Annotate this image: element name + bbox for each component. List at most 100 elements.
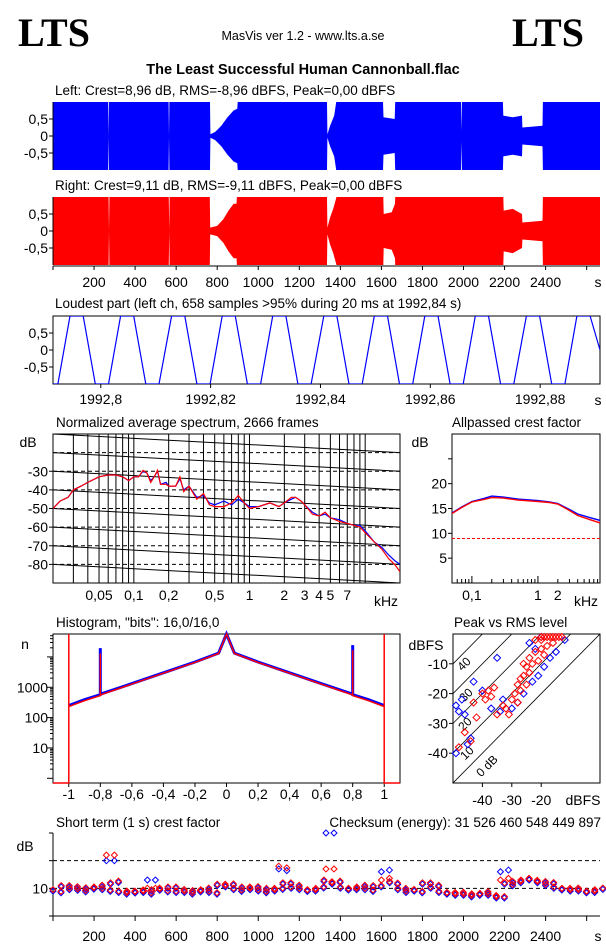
pvr-ylabel: dBFS <box>408 637 443 653</box>
pvr-left-point <box>545 653 555 663</box>
short-term-right-point <box>65 884 74 893</box>
short-term-right-point <box>73 885 82 893</box>
pvr-crest-line <box>453 634 513 694</box>
short-term-right-point <box>65 881 73 890</box>
short-term-right-point <box>57 887 65 896</box>
spectrum-xtick-label: 4 <box>315 587 323 603</box>
loudest-xtick-label: 1992,84 <box>295 391 346 407</box>
pvr-right-point <box>460 728 469 737</box>
pvr-left-point <box>457 695 467 704</box>
short-term-left-point <box>151 876 160 884</box>
short-term-right-point <box>147 889 156 897</box>
short-term-right-point <box>131 887 139 896</box>
pvr-ytick-label: -10 <box>428 656 448 672</box>
histogram-ylabel: n <box>21 636 29 652</box>
pvr-right-point <box>513 698 522 707</box>
short-term-right-point <box>550 883 558 891</box>
histogram-xtick-label: 0,8 <box>343 786 363 802</box>
short-term-right-point <box>180 885 188 894</box>
short-term-right-point <box>484 887 492 896</box>
short-term-right-point <box>283 864 291 872</box>
right-waveform-xtick-label: 1400 <box>325 274 356 290</box>
allpassed-frame <box>451 433 601 584</box>
short-term-right-point <box>114 877 123 885</box>
short-term-right-point <box>328 879 336 887</box>
short-term-right-point <box>49 886 57 894</box>
short-term-right-point <box>558 884 566 893</box>
short-term-right-point <box>361 884 369 893</box>
pvr-right-point <box>498 701 508 710</box>
pvr-xtick-label: -40 <box>472 792 492 808</box>
pvr-left-point <box>507 704 517 713</box>
spectrum-slope-line <box>53 545 400 565</box>
short-term-right-point <box>110 851 119 859</box>
allpassed-ytick-label: 15 <box>431 501 447 517</box>
short-term-right-point <box>270 886 279 894</box>
right-waveform-xtick-label: 1200 <box>284 274 315 290</box>
pvr-right-point <box>466 737 475 746</box>
short-term-right-point <box>197 886 205 894</box>
short-term-right-point <box>164 883 172 891</box>
histogram-xtick-label: 1 <box>380 786 388 802</box>
right-waveform-xtick-label: 600 <box>164 274 188 290</box>
short-term-right-point <box>377 881 385 890</box>
short-term-right-point <box>443 888 451 897</box>
app-version-text: MasVis ver 1.2 - www.lts.a.se <box>221 29 384 43</box>
short-term-right-point <box>541 880 550 888</box>
short-term-right-point <box>492 892 501 901</box>
short-term-xtick-label: 1600 <box>366 928 397 944</box>
histogram-xtick-label: 0,4 <box>280 786 300 802</box>
short-term-right-point <box>246 883 254 891</box>
short-term-right-point <box>312 884 320 893</box>
short-term-left-point <box>496 868 505 876</box>
pvr-left-point <box>498 695 508 704</box>
short-term-right-point <box>533 876 541 885</box>
spectrum-slope-line <box>53 508 400 528</box>
short-term-right-point <box>591 886 599 894</box>
left-waveform-area <box>53 102 600 170</box>
short-term-right-point <box>418 879 427 887</box>
pvr-ytick-label: -20 <box>428 686 448 702</box>
short-term-right-point <box>278 884 287 892</box>
allpassed-crest-title: Allpassed crest factor <box>452 415 582 430</box>
short-term-right-point <box>451 888 459 897</box>
pvr-crest-label: 40 <box>454 654 474 674</box>
short-term-right-point <box>426 883 435 891</box>
allpassed-ytick-label: 10 <box>431 525 447 541</box>
pvr-left-point <box>487 704 496 713</box>
pvr-right-point <box>554 632 564 642</box>
pvr-right-point <box>542 632 552 642</box>
left-waveform-title: Left: Crest=8,96 dB, RMS=-8,96 dBFS, Pea… <box>55 83 395 98</box>
spectrum-slope-line <box>53 489 400 509</box>
loudest-ytick-label: 0 <box>40 342 48 358</box>
short-term-right-point <box>303 886 312 894</box>
short-term-right-point <box>82 884 90 892</box>
pvr-right-point <box>531 635 540 645</box>
pvr-ytick-label: -40 <box>428 745 448 761</box>
pvr-right-point <box>472 713 481 722</box>
histogram-xtick-label: 0,2 <box>248 786 268 802</box>
short-term-right-point <box>566 884 574 893</box>
spectrum-ytick-label: -70 <box>28 538 48 554</box>
short-term-right-point <box>139 887 148 895</box>
short-term-right-point <box>435 887 443 895</box>
spectrum-xtick-label: 1 <box>246 587 254 603</box>
short-term-right-point <box>504 874 513 883</box>
short-term-xtick-label: 1000 <box>243 928 274 944</box>
short-term-right-point <box>328 877 336 886</box>
short-term-xtick-label: 2200 <box>489 928 520 944</box>
short-term-right-point <box>336 883 345 891</box>
short-term-right-point <box>509 877 517 886</box>
pvr-left-point <box>492 653 502 663</box>
short-term-right-point <box>496 876 505 884</box>
loudest-ytick-label: 0,5 <box>29 325 49 341</box>
spectrum-xtick-label: 0,05 <box>85 587 112 603</box>
short-term-right-point <box>270 884 279 893</box>
peak-vs-rms-title: Peak vs RMS level <box>454 615 567 630</box>
spectrum-slope-line <box>53 563 400 583</box>
right-waveform-xtick-label: 2400 <box>530 274 561 290</box>
short-term-xtick-label: 2400 <box>530 928 561 944</box>
short-term-right-point <box>90 883 98 891</box>
loudest-xtick-label: 1992,88 <box>515 391 566 407</box>
